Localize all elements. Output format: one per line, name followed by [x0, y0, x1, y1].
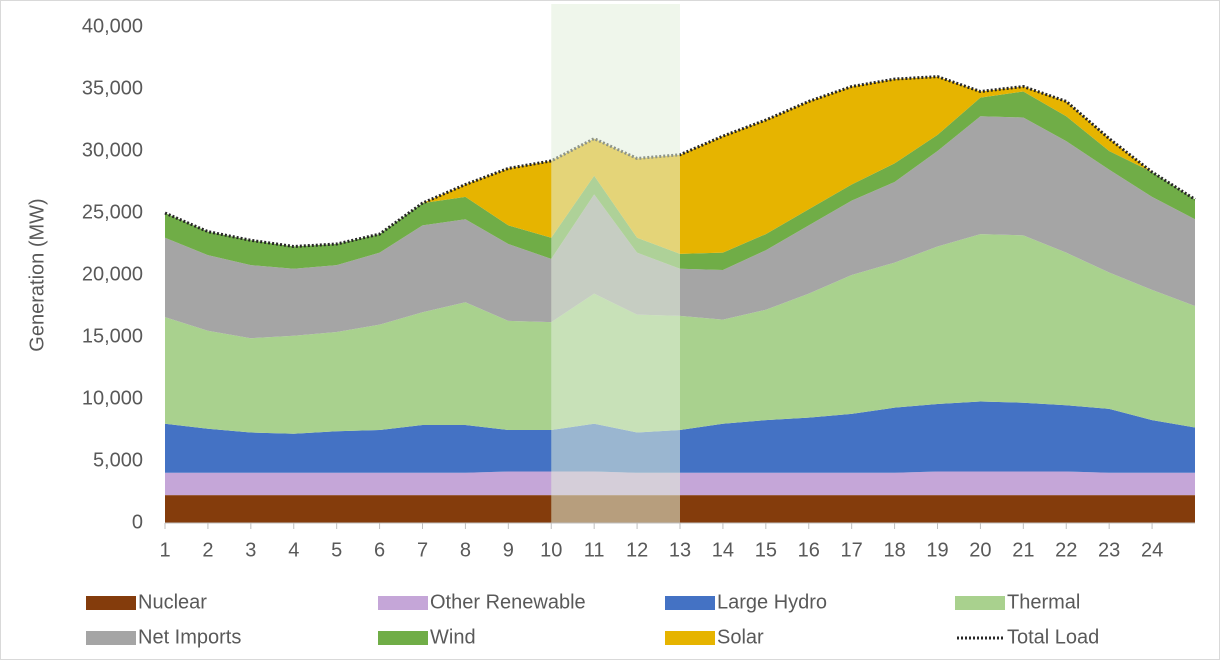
x-tick-label: 8 — [460, 539, 471, 561]
x-tick-label: 5 — [331, 539, 342, 561]
x-tick-label: 6 — [374, 539, 385, 561]
x-tick-label: 7 — [417, 539, 428, 561]
legend-swatch — [665, 631, 715, 645]
x-tick-label: 13 — [669, 539, 691, 561]
x-tick-label: 15 — [755, 539, 777, 561]
x-tick-label: 2 — [202, 539, 213, 561]
x-tick-label: 11 — [584, 539, 605, 561]
y-tick-label: 30,000 — [82, 139, 143, 161]
x-tick-label: 10 — [540, 539, 562, 561]
y-axis-label: Generation (MW) — [26, 198, 48, 351]
x-tick-label: 21 — [1012, 539, 1034, 561]
legend-label: Net Imports — [138, 626, 241, 648]
legend-label: Wind — [430, 626, 476, 648]
legend-swatch — [86, 631, 136, 645]
x-tick-label: 9 — [503, 539, 514, 561]
y-tick-label: 25,000 — [82, 201, 143, 223]
x-tick-label: 4 — [288, 539, 299, 561]
legend-label: Solar — [717, 626, 764, 648]
x-tick-label: 14 — [712, 539, 734, 561]
legend-label: Thermal — [1007, 591, 1080, 613]
x-tick-label: 24 — [1141, 539, 1163, 561]
y-tick-label: 40,000 — [82, 15, 143, 37]
y-tick-label: 0 — [132, 511, 143, 533]
legend-swatch — [665, 596, 715, 610]
y-tick-label: 15,000 — [82, 325, 143, 347]
x-tick-label: 1 — [159, 539, 170, 561]
y-tick-label: 5,000 — [93, 449, 143, 471]
legend-label: Total Load — [1007, 626, 1099, 648]
x-tick-label: 16 — [798, 539, 820, 561]
x-tick-label: 23 — [1098, 539, 1120, 561]
legend-label: Other Renewable — [430, 591, 586, 613]
x-tick-label: 20 — [969, 539, 991, 561]
legend-swatch — [378, 596, 428, 610]
legend-swatch — [378, 631, 428, 645]
x-tick-label: 3 — [245, 539, 256, 561]
legend-label: Nuclear — [138, 591, 207, 613]
legend-swatch — [86, 596, 136, 610]
highlight-band — [551, 4, 680, 523]
y-tick-label: 10,000 — [82, 387, 143, 409]
x-tick-label: 17 — [841, 539, 863, 561]
legend-swatch — [955, 596, 1005, 610]
x-tick-label: 12 — [626, 539, 648, 561]
area — [165, 91, 1195, 271]
x-tick-label: 19 — [926, 539, 948, 561]
legend-label: Large Hydro — [717, 591, 827, 613]
x-tick-label: 22 — [1055, 539, 1077, 561]
y-tick-label: 20,000 — [82, 263, 143, 285]
area — [165, 116, 1195, 339]
x-tick-label: 18 — [883, 539, 905, 561]
y-tick-label: 35,000 — [82, 77, 143, 99]
